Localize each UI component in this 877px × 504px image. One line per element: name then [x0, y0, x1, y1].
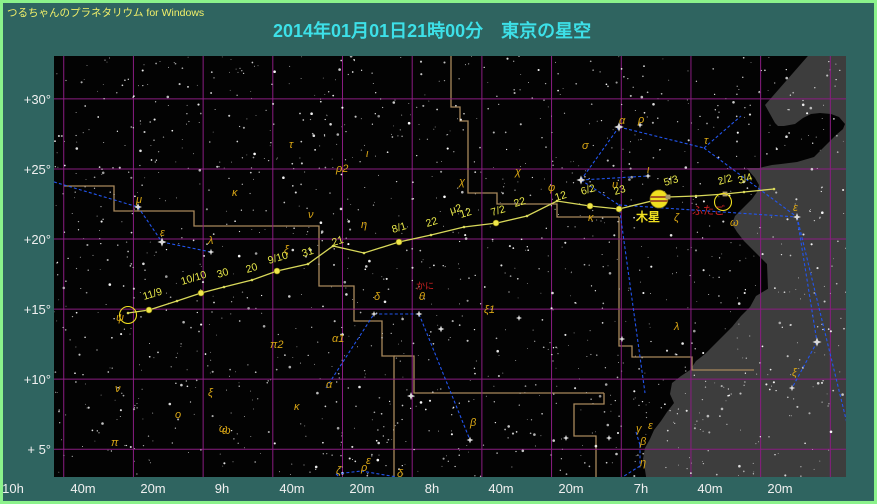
svg-text:χ: χ	[458, 176, 466, 188]
svg-text:ρ2: ρ2	[335, 163, 348, 175]
svg-text:μ: μ	[135, 194, 142, 206]
svg-text:かに: かに	[416, 281, 434, 291]
svg-text:β: β	[639, 436, 647, 448]
svg-text:ω: ω	[730, 217, 739, 229]
svg-text:o: o	[175, 409, 181, 421]
svg-text:ε: ε	[648, 420, 653, 432]
svg-text:ξ1: ξ1	[484, 304, 495, 316]
svg-text:α: α	[619, 115, 626, 127]
svg-text:ε: ε	[793, 202, 798, 214]
svg-text:λ: λ	[673, 321, 679, 333]
svg-text:ζ: ζ	[336, 465, 342, 477]
svg-text:π: π	[111, 437, 119, 449]
svg-text:ψ: ψ	[116, 312, 124, 324]
svg-text:ε: ε	[366, 455, 371, 467]
svg-text:木星: 木星	[635, 209, 660, 224]
svg-text:η: η	[361, 219, 367, 231]
svg-text:π2: π2	[270, 339, 284, 351]
svg-text:α1: α1	[332, 333, 344, 345]
svg-text:β: β	[469, 417, 477, 429]
svg-text:ふたご: ふたご	[692, 203, 725, 217]
svg-text:θ: θ	[419, 291, 425, 303]
svg-text:ρ: ρ	[637, 114, 644, 126]
svg-text:κ: κ	[294, 401, 300, 413]
svg-text:σ: σ	[582, 140, 589, 152]
svg-text:λ: λ	[207, 235, 213, 247]
svg-text:ω: ω	[222, 425, 231, 437]
svg-text:χ: χ	[514, 166, 522, 178]
svg-text:ν: ν	[115, 383, 121, 395]
svg-text:δ: δ	[397, 468, 404, 477]
svg-text:α: α	[326, 379, 333, 391]
svg-text:κ: κ	[588, 212, 594, 224]
svg-text:ζ: ζ	[674, 212, 680, 224]
svg-text:δ: δ	[374, 291, 381, 303]
svg-text:κ: κ	[232, 187, 238, 199]
svg-text:ε: ε	[160, 227, 165, 239]
svg-text:ν: ν	[308, 209, 314, 221]
svg-text:η: η	[640, 457, 646, 469]
